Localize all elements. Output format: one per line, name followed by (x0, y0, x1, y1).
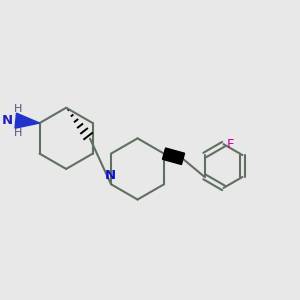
Text: H: H (14, 128, 22, 138)
Polygon shape (163, 148, 184, 164)
Text: N: N (2, 114, 13, 127)
Text: H: H (14, 104, 22, 114)
Text: F: F (226, 138, 234, 151)
Polygon shape (15, 113, 40, 128)
Text: N: N (104, 169, 116, 182)
